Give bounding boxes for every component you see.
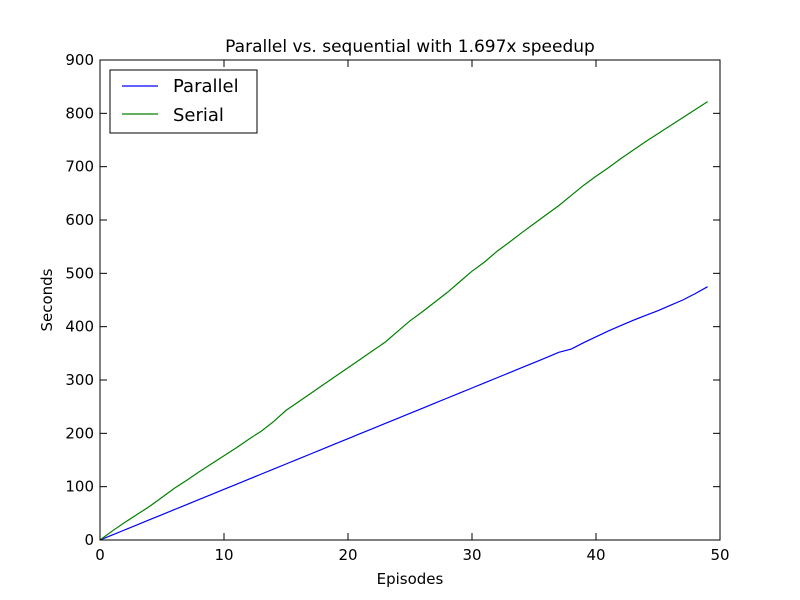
chart-title: Parallel vs. sequential with 1.697x spee… bbox=[225, 37, 595, 57]
x-tick-label: 40 bbox=[586, 546, 605, 564]
legend-label-serial: Serial bbox=[173, 105, 224, 126]
series-line-parallel bbox=[99, 286, 708, 541]
y-tick-label: 500 bbox=[65, 264, 94, 282]
y-tick-label: 300 bbox=[65, 371, 94, 389]
x-tick-label: 50 bbox=[710, 546, 729, 564]
legend-box bbox=[109, 69, 258, 134]
x-axis-label: Episodes bbox=[377, 570, 444, 588]
y-tick-label: 400 bbox=[65, 318, 94, 336]
plot-frame bbox=[99, 59, 721, 541]
plot-area: 0 10 20 30 40 50 0 100 200 300 400 500 600 700 800 900 bbox=[65, 51, 729, 564]
x-tick-label: 30 bbox=[462, 546, 481, 564]
y-axis: 0 100 200 300 400 500 600 700 800 900 bbox=[65, 51, 720, 549]
legend: Parallel Serial bbox=[109, 69, 258, 134]
y-tick-label: 0 bbox=[84, 531, 94, 549]
y-tick-label: 200 bbox=[65, 424, 94, 442]
series-line-serial bbox=[99, 101, 708, 541]
x-tick-label: 0 bbox=[95, 546, 105, 564]
y-tick-label: 100 bbox=[65, 478, 94, 496]
x-axis: 0 10 20 30 40 50 bbox=[95, 60, 730, 564]
y-axis-label: Seconds bbox=[38, 268, 56, 331]
x-tick-label: 10 bbox=[214, 546, 233, 564]
y-tick-label: 700 bbox=[65, 158, 94, 176]
legend-label-parallel: Parallel bbox=[173, 76, 239, 97]
series-layer bbox=[99, 101, 708, 541]
y-tick-label: 600 bbox=[65, 211, 94, 229]
x-tick-label: 20 bbox=[338, 546, 357, 564]
y-tick-label: 900 bbox=[65, 51, 94, 69]
y-tick-label: 800 bbox=[65, 104, 94, 122]
